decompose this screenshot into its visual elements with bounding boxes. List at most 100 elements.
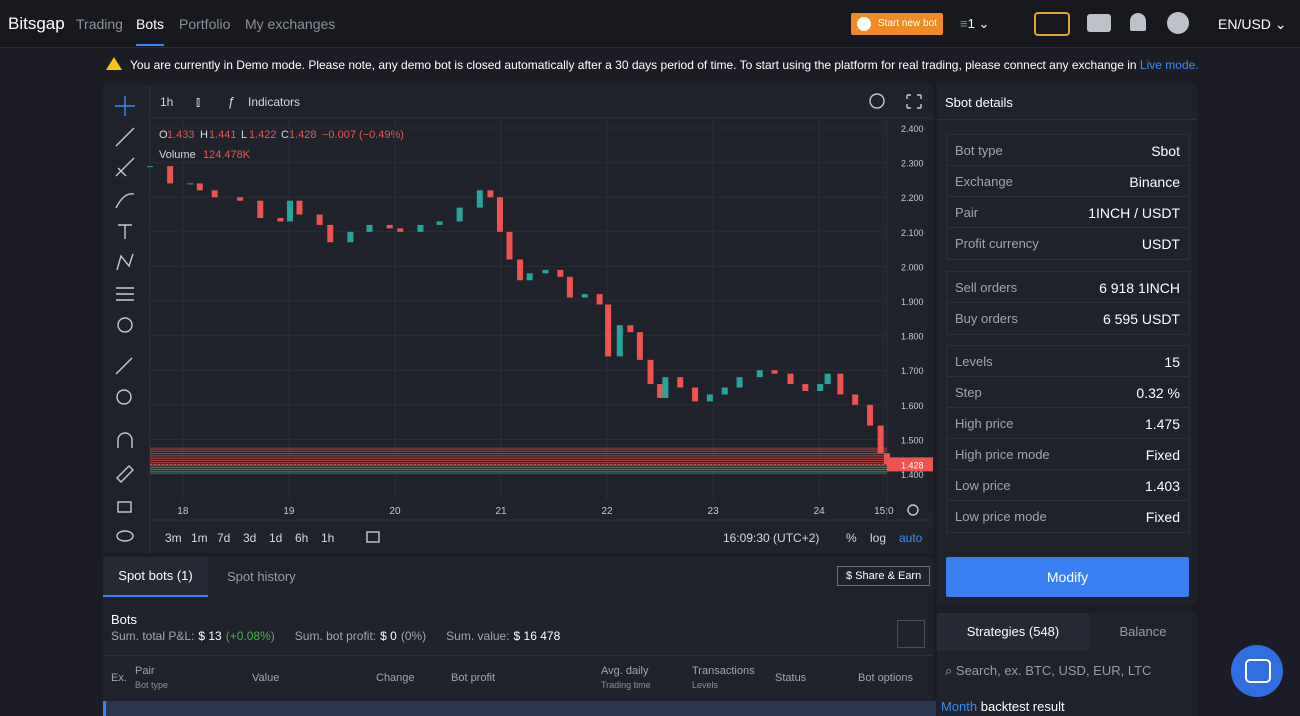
fullscreen-icon[interactable] (906, 94, 922, 109)
pattern-tool[interactable] (116, 253, 134, 271)
detail-value: 1.403 (1144, 478, 1180, 494)
tab[interactable]: Balance (1119, 624, 1167, 639)
nav-link[interactable]: Bots (136, 16, 165, 46)
detail-label: High price mode (955, 447, 1050, 462)
emoji-tool[interactable] (117, 317, 133, 333)
nav-link[interactable]: Portfolio (179, 16, 231, 32)
filter-button[interactable] (897, 620, 925, 648)
candle-type[interactable]: ⫾ (196, 94, 200, 109)
fib-tool[interactable] (116, 287, 134, 301)
brush-tool[interactable] (115, 193, 135, 209)
detail-row: Bot type Sbot (947, 134, 1189, 166)
column-header[interactable]: Change (376, 672, 415, 684)
share-button[interactable]: $ Share & Earn (837, 566, 931, 586)
start-bot-button[interactable]: Start new bot (851, 13, 943, 35)
bot-count[interactable]: ≡1 ⌄ (960, 16, 990, 31)
candle (647, 359, 654, 385)
detail-row: Buy orders 6 595 USDT (947, 302, 1189, 334)
search-input[interactable]: ⌕ Search, ex. BTC, USD, EUR, LTC (945, 663, 1152, 678)
y-tick-label: 1.400 (901, 470, 924, 480)
candle (824, 373, 831, 385)
candle (496, 197, 503, 232)
nav-link[interactable]: Trading (76, 16, 123, 32)
locale[interactable]: EN/USD ⌄ (1218, 16, 1287, 32)
period[interactable]: Month (941, 699, 978, 714)
magnet-tool[interactable] (117, 432, 133, 448)
candle (167, 166, 174, 184)
detail-label: Step (955, 385, 982, 400)
chart-settings[interactable] (907, 504, 919, 516)
tab[interactable]: Spot history (227, 569, 296, 584)
tab[interactable]: Strategies (548) (937, 613, 1089, 651)
range-button[interactable]: 3d (243, 531, 256, 545)
column-subheader: Levels (692, 680, 719, 690)
ruler-tool[interactable] (115, 357, 133, 375)
bot-row[interactable] (103, 701, 936, 716)
range-button[interactable]: 1h (321, 531, 334, 545)
y-tick-label: 1.800 (901, 332, 924, 342)
settings-icon[interactable] (869, 93, 885, 109)
scale-percent[interactable]: % (846, 531, 857, 545)
candle (237, 197, 244, 201)
scale-log[interactable]: log (870, 531, 886, 545)
column-header[interactable]: Bot options (858, 672, 914, 684)
y-tick-label: 2.100 (901, 228, 924, 238)
bell-icon[interactable] (1130, 13, 1146, 31)
tab[interactable]: Spot bots (1) (103, 557, 208, 597)
zoom-tool[interactable] (116, 389, 132, 405)
range-button[interactable]: 6h (295, 531, 308, 545)
x-tick-label: 21 (495, 506, 507, 517)
nav-link[interactable]: My exchanges (245, 16, 336, 32)
bots-panel: Spot bots (1) Spot history $ Share & Ear… (103, 557, 936, 716)
indicators[interactable]: Indicators (248, 95, 300, 109)
column-header[interactable]: Transactions (692, 665, 755, 677)
detail-value: 1INCH / USDT (1088, 205, 1180, 221)
brand[interactable]: Bitsgap (8, 14, 65, 33)
volume-value: 124.478K (203, 149, 251, 161)
fx-icon[interactable]: ƒ (228, 94, 235, 109)
line-tool[interactable] (115, 127, 135, 147)
text-tool[interactable] (118, 224, 132, 239)
scale-auto[interactable]: auto (899, 531, 923, 545)
column-header[interactable]: Value (252, 672, 280, 684)
detail-value: Sbot (1151, 143, 1180, 159)
date-range-icon[interactable] (366, 531, 380, 543)
range-button[interactable]: 3m (165, 531, 182, 545)
separator (103, 655, 933, 656)
column-header[interactable]: Bot profit (451, 672, 496, 684)
eye-tool[interactable] (116, 530, 134, 542)
candle (756, 370, 763, 378)
range-button[interactable]: 7d (217, 531, 230, 545)
y-tick-label: 2.000 (901, 262, 924, 272)
range-button[interactable]: 1d (269, 531, 282, 545)
crosshair-tool[interactable] (115, 96, 135, 116)
candle (636, 332, 643, 360)
channel-tool[interactable] (115, 157, 135, 177)
range-button[interactable]: 1m (191, 531, 208, 545)
column-header[interactable]: Pair (135, 665, 155, 677)
candle (347, 231, 354, 243)
column-header[interactable]: Avg. daily (601, 665, 649, 677)
detail-value: Fixed (1145, 509, 1180, 525)
lock-draw-tool[interactable] (116, 465, 134, 483)
modify-button[interactable]: Modify (946, 557, 1189, 597)
candle (187, 183, 194, 185)
live-mode-link[interactable]: Live mode. (1139, 58, 1199, 72)
detail-label: Pair (955, 205, 979, 220)
wallet-icon[interactable] (1087, 14, 1111, 32)
candle (787, 373, 794, 385)
user-icon[interactable] (1167, 12, 1189, 34)
chat-button[interactable] (1231, 645, 1283, 697)
summary: Sum. total P&L: $ 13 (+0.08%) Sum. bot prof… (111, 629, 580, 643)
detail-value: 6 918 1INCH (1099, 280, 1180, 296)
bots-title: Bots (111, 612, 138, 627)
column-header[interactable]: Ex. (111, 672, 127, 684)
lock-tool[interactable] (117, 501, 132, 513)
candle (366, 224, 373, 232)
button-label: Start new bot (878, 18, 937, 29)
interval[interactable]: 1h (160, 95, 173, 109)
y-tick-label: 1.700 (901, 366, 924, 376)
column-header[interactable]: Status (775, 672, 807, 684)
handshake-icon[interactable] (1034, 12, 1070, 36)
detail-row: High price 1.475 (947, 407, 1189, 439)
